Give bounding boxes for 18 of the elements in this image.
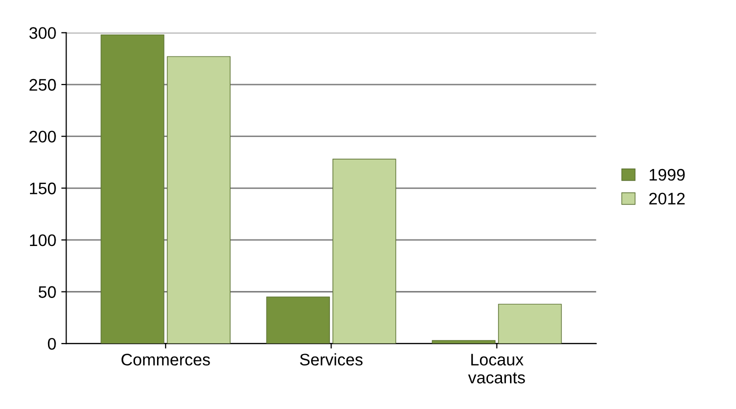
y-tick-label: 150: [30, 182, 56, 194]
bar: [498, 304, 562, 344]
y-tick-label: 250: [30, 78, 56, 91]
x-tick-label: Locaux vacants: [468, 354, 525, 384]
x-tick-label: Services: [300, 353, 363, 366]
bar: [432, 340, 496, 344]
x-tick-label: Commerces: [122, 354, 210, 366]
y-tick-label: 0: [48, 338, 56, 350]
bar: [100, 34, 164, 344]
bar: [266, 296, 330, 344]
legend-label: 1999: [650, 168, 685, 181]
y-tick-label: 200: [30, 130, 56, 143]
bar: [166, 56, 231, 344]
bar: [332, 158, 396, 344]
legend-label: 2012: [649, 192, 685, 205]
y-tick-label: 100: [30, 234, 56, 246]
y-tick-label: 300: [29, 27, 56, 39]
y-tick-label: 50: [38, 286, 56, 298]
